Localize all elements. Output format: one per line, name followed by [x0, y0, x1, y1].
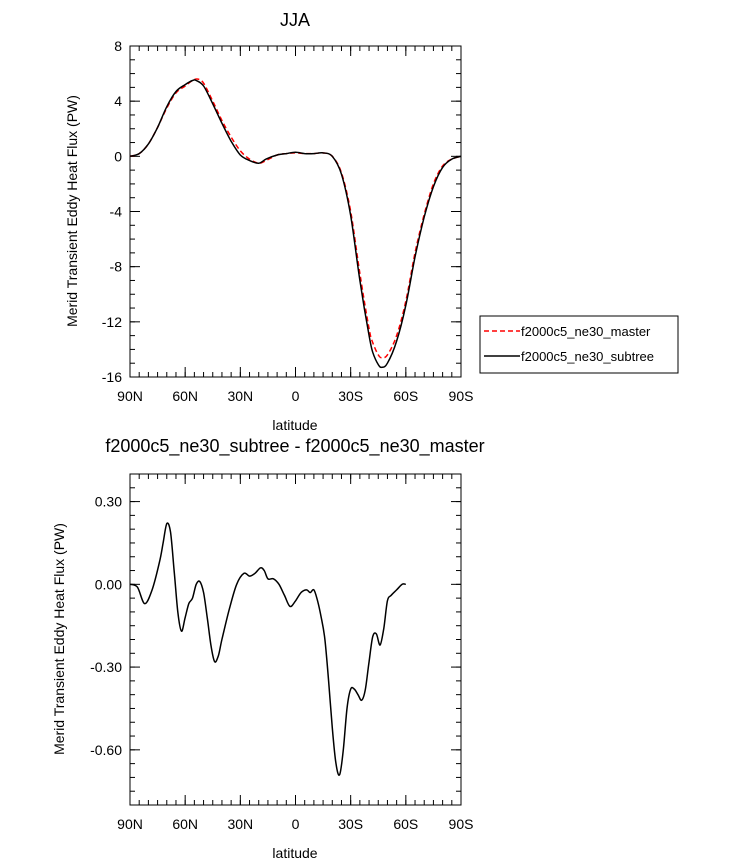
- top-legend: f2000c5_ne30_master f2000c5_ne30_subtree: [479, 315, 679, 374]
- legend-label-master: f2000c5_ne30_master: [521, 324, 651, 339]
- bottom-x-tick-label: 30S: [338, 816, 363, 832]
- bottom-y-tick-label: -0.60: [90, 742, 122, 758]
- bottom-x-tick-label: 60S: [393, 816, 418, 832]
- bottom-x-tick-label: 0: [292, 816, 300, 832]
- top-y-tick-label: 4: [114, 93, 122, 109]
- bottom-y-axis-label: Merid Transient Eddy Heat Flux (PW): [51, 523, 67, 755]
- top-ticks: 90N 60N 30N 0 30S 60S 90S 8 4 0 -4 -8 -12 -16: [102, 38, 474, 404]
- bottom-ticks: 90N 60N 30N 0 30S 60S 90S 0.30 0.00 -0.30 -0.60: [90, 473, 474, 832]
- top-y-tick-label: 8: [114, 38, 122, 54]
- top-chart-title: JJA: [280, 10, 310, 30]
- top-series-lines: [129, 78, 462, 369]
- legend-label-subtree: f2000c5_ne30_subtree: [521, 349, 654, 364]
- bottom-y-tick-label: 0.30: [95, 494, 122, 510]
- bottom-series-line-1: [129, 522, 406, 776]
- top-x-tick-label: 30S: [338, 388, 363, 404]
- top-y-tick-label: 0: [114, 148, 122, 164]
- bottom-x-tick-label: 90S: [449, 816, 474, 832]
- top-x-tick-label: 90S: [449, 388, 474, 404]
- bottom-plot-frame: [129, 473, 462, 806]
- top-y-tick-label: -16: [102, 369, 122, 385]
- bottom-y-tick-label: 0.00: [95, 576, 122, 592]
- top-x-tick-label: 60N: [172, 388, 198, 404]
- top-y-tick-label: -8: [110, 259, 123, 275]
- legend-box: [479, 315, 679, 374]
- top-x-tick-label: 30N: [227, 388, 253, 404]
- top-series-line-1: [129, 78, 462, 359]
- top-chart-panel: JJA 90N 60N 30N 0 30S 60S 90S 8 4 0 -4 -8 -12 -16 lat…: [64, 10, 679, 433]
- top-x-tick-label: 60S: [393, 388, 418, 404]
- top-series-line-2: [129, 79, 462, 369]
- bottom-series-lines: [129, 522, 406, 776]
- top-plot-frame: [129, 45, 462, 378]
- bottom-chart-panel: f2000c5_ne30_subtree - f2000c5_ne30_mast…: [51, 436, 485, 861]
- top-x-axis-label: latitude: [272, 417, 317, 433]
- bottom-x-tick-label: 60N: [172, 816, 198, 832]
- top-x-tick-label: 90N: [117, 388, 143, 404]
- top-x-tick-label: 0: [292, 388, 300, 404]
- bottom-x-tick-label: 90N: [117, 816, 143, 832]
- top-y-tick-label: -4: [110, 204, 123, 220]
- bottom-x-tick-label: 30N: [227, 816, 253, 832]
- bottom-chart-title: f2000c5_ne30_subtree - f2000c5_ne30_mast…: [105, 436, 484, 457]
- bottom-y-tick-label: -0.30: [90, 659, 122, 675]
- top-y-tick-label: -12: [102, 314, 122, 330]
- bottom-x-axis-label: latitude: [272, 845, 317, 861]
- top-y-axis-label: Merid Transient Eddy Heat Flux (PW): [64, 95, 80, 327]
